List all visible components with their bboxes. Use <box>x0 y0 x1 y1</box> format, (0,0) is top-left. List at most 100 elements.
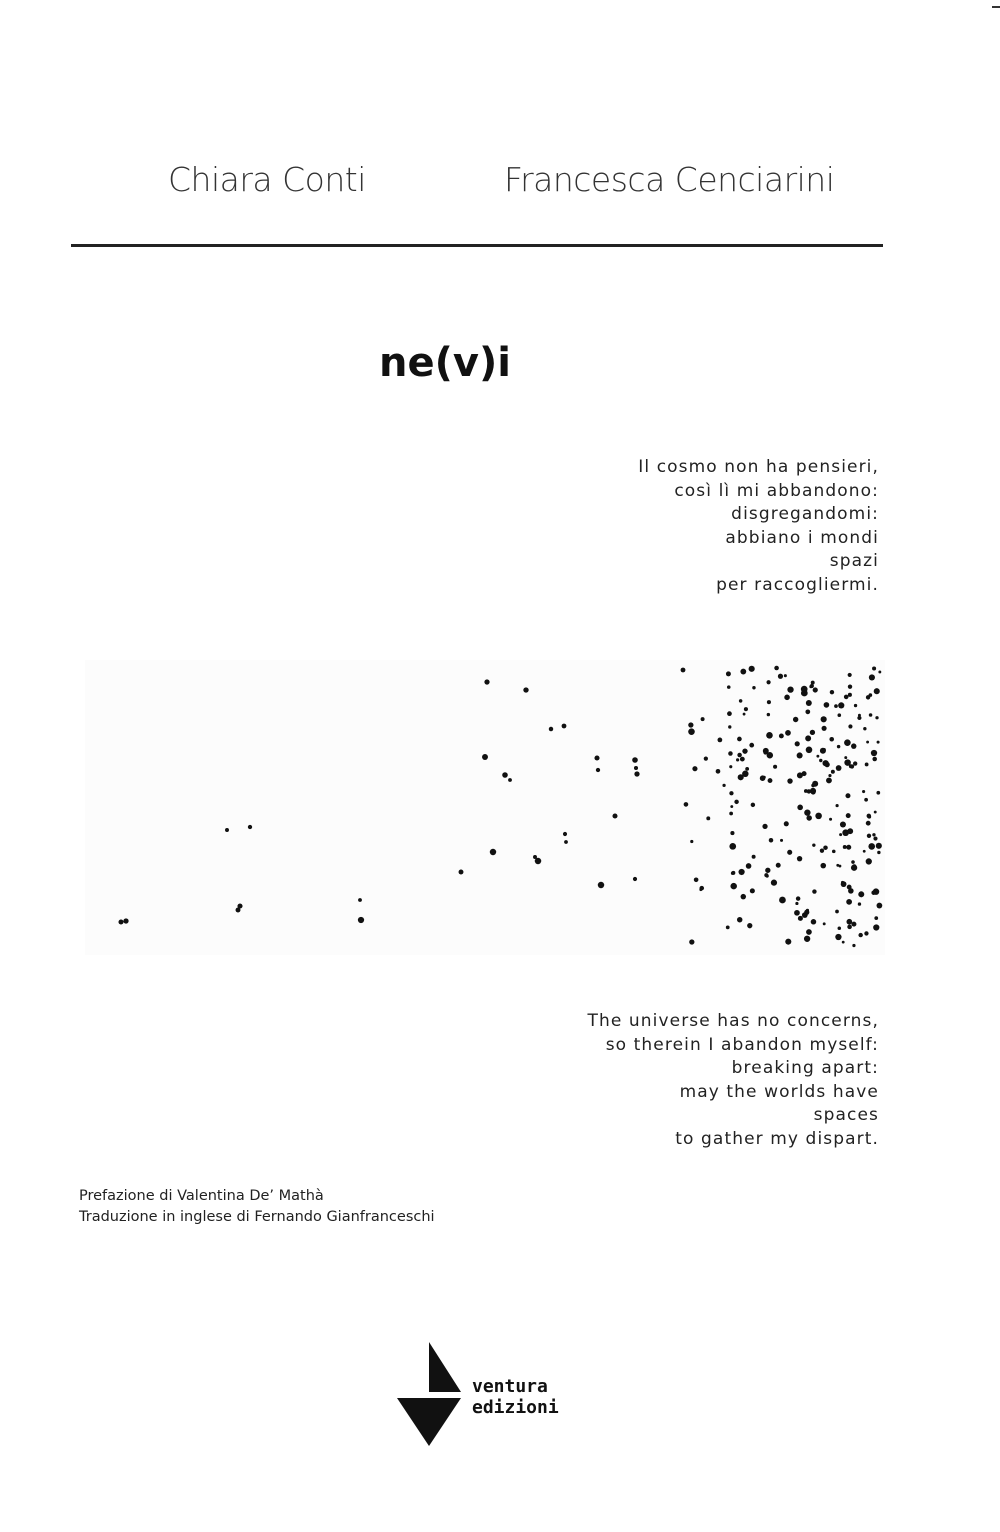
dot <box>548 726 554 732</box>
dot <box>873 688 880 695</box>
dot <box>851 860 855 864</box>
dot <box>826 777 832 784</box>
dot <box>693 877 699 883</box>
dot <box>829 817 833 821</box>
author-1: Chiara Conti <box>168 160 366 199</box>
dot <box>795 896 801 901</box>
dot <box>868 713 873 717</box>
dot <box>749 742 755 748</box>
dot <box>805 709 811 715</box>
dot <box>800 685 808 693</box>
scattered-dots-illustration <box>85 660 885 955</box>
dot <box>844 756 848 760</box>
dot <box>726 685 731 689</box>
dot <box>873 924 880 931</box>
dot <box>717 737 723 743</box>
dot <box>595 767 601 773</box>
dot <box>864 931 869 936</box>
dot <box>508 778 512 782</box>
dot <box>836 744 841 749</box>
dot <box>632 757 638 763</box>
dot <box>632 876 638 882</box>
dot <box>812 889 817 894</box>
dot <box>801 912 808 918</box>
dot <box>780 838 784 842</box>
dot <box>852 943 856 948</box>
dot <box>750 802 756 808</box>
dot <box>847 672 852 678</box>
dot <box>118 919 124 925</box>
dot <box>783 821 789 827</box>
dot <box>787 686 794 693</box>
dot <box>743 707 748 712</box>
dot <box>680 667 686 673</box>
dot <box>816 754 820 758</box>
dot <box>875 716 879 720</box>
poem-line: to gather my dispart. <box>675 1128 879 1149</box>
translation-credit: Traduzione in inglese di Fernando Gianfr… <box>79 1209 435 1225</box>
dot <box>834 704 838 708</box>
dot <box>737 736 742 742</box>
dot <box>806 815 812 821</box>
dot <box>812 780 819 787</box>
dot <box>853 703 858 708</box>
dot <box>848 888 854 894</box>
dot <box>740 893 747 900</box>
dot <box>247 824 253 830</box>
dot <box>762 823 768 829</box>
dot <box>829 689 835 695</box>
dot <box>797 915 803 921</box>
dot <box>805 700 812 707</box>
dot <box>779 896 786 904</box>
dot <box>736 916 743 923</box>
dot <box>866 740 870 744</box>
dot <box>809 729 816 736</box>
divider-rule <box>71 244 883 247</box>
dot <box>842 845 847 849</box>
dot <box>840 881 847 888</box>
dot <box>848 724 853 729</box>
dot <box>804 809 811 816</box>
dot <box>742 712 746 716</box>
dot <box>766 712 771 717</box>
poem-line: breaking apart: <box>731 1058 879 1078</box>
dot <box>864 762 869 767</box>
dot <box>766 680 771 685</box>
dot <box>829 736 835 742</box>
dot <box>729 791 734 796</box>
dot <box>836 863 840 867</box>
dot <box>688 728 695 735</box>
dot <box>846 898 853 905</box>
dot <box>739 756 745 762</box>
dot <box>734 799 739 805</box>
dot <box>872 666 877 671</box>
dot <box>777 673 784 679</box>
dot <box>749 888 755 894</box>
poem-line: so therein I abandon myself: <box>605 1034 879 1055</box>
dot <box>594 755 600 761</box>
dot <box>873 836 878 841</box>
dot <box>868 674 875 681</box>
dot <box>812 843 816 847</box>
dot <box>796 855 803 862</box>
poem-line: disgregandomi: <box>731 504 879 524</box>
dot <box>851 743 857 749</box>
dot <box>725 925 730 930</box>
dot <box>876 790 881 795</box>
dot <box>872 888 880 895</box>
dot <box>730 805 734 808</box>
dot <box>838 702 845 709</box>
dot <box>765 867 771 873</box>
dot <box>815 812 822 820</box>
dot <box>796 752 803 759</box>
dot <box>482 754 488 760</box>
dot <box>747 923 753 929</box>
dot <box>785 730 791 736</box>
dot <box>745 863 752 869</box>
dot <box>237 903 243 909</box>
poem-line: may the worlds have <box>679 1081 879 1102</box>
dot <box>837 713 842 718</box>
dot <box>835 909 839 914</box>
dot <box>729 765 733 769</box>
dot <box>690 839 694 844</box>
